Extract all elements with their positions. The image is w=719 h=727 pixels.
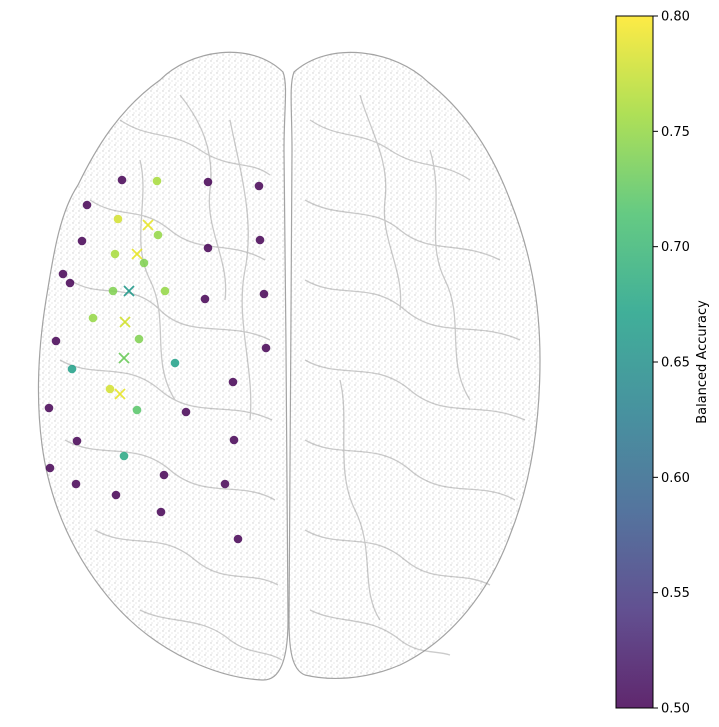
electrode-dot bbox=[203, 177, 213, 187]
colorbar-tick-label: 0.75 bbox=[661, 125, 690, 140]
colorbar-ticks: 0.50 0.55 0.60 0.65 0.70 0.75 0.80 bbox=[653, 10, 690, 717]
electrode-dot bbox=[58, 269, 68, 279]
electrode-cross bbox=[142, 219, 154, 231]
gyri-folds bbox=[59, 94, 526, 661]
electrode-dot bbox=[119, 451, 129, 461]
electrode-dot bbox=[111, 490, 121, 500]
electrode-dot bbox=[233, 534, 243, 544]
colorbar-label: Balanced Accuracy bbox=[695, 300, 710, 424]
electrode-dot bbox=[259, 289, 269, 299]
electrode-cross bbox=[119, 316, 131, 328]
electrode-dot bbox=[255, 235, 265, 245]
electrode-dot bbox=[200, 294, 210, 304]
electrode-dot bbox=[72, 436, 82, 446]
colorbar-tick-label: 0.50 bbox=[661, 702, 690, 717]
electrode-dot bbox=[220, 479, 230, 489]
brain-surface bbox=[37, 51, 541, 681]
colorbar-gradient bbox=[616, 16, 653, 708]
electrode-dot bbox=[156, 507, 166, 517]
electrode-dot bbox=[152, 176, 162, 186]
electrode-dot bbox=[132, 405, 142, 415]
electrode-dot bbox=[261, 343, 271, 353]
left-hemisphere bbox=[37, 51, 289, 681]
electrode-dot bbox=[67, 364, 77, 374]
colorbar-tick-label: 0.80 bbox=[661, 10, 690, 25]
electrode-dot bbox=[113, 214, 123, 224]
electrode-cross bbox=[131, 248, 143, 260]
electrode-dot bbox=[44, 403, 54, 413]
colorbar: 0.50 0.55 0.60 0.65 0.70 0.75 0.80 Balanced Ac… bbox=[615, 10, 710, 717]
electrode-dot bbox=[108, 286, 118, 296]
electrode-cross bbox=[114, 388, 126, 400]
colorbar-tick-label: 0.65 bbox=[661, 356, 690, 371]
electrode-markers bbox=[44, 175, 271, 544]
electrode-dot bbox=[105, 384, 115, 394]
electrode-dot bbox=[228, 377, 238, 387]
electrode-dot bbox=[45, 463, 55, 473]
electrode-dot bbox=[160, 286, 170, 296]
electrode-dot bbox=[82, 200, 92, 210]
right-hemisphere bbox=[288, 51, 541, 679]
electrode-dot bbox=[254, 181, 264, 191]
electrode-dot bbox=[203, 243, 213, 253]
electrode-dot bbox=[229, 435, 239, 445]
electrode-dot bbox=[139, 258, 149, 268]
electrode-cross bbox=[118, 352, 130, 364]
electrode-cross bbox=[123, 285, 135, 297]
electrode-dot bbox=[77, 236, 87, 246]
electrode-dot bbox=[51, 336, 61, 346]
colorbar-tick-label: 0.70 bbox=[661, 240, 690, 255]
electrode-dot bbox=[159, 470, 169, 480]
colorbar-tick-label: 0.60 bbox=[661, 471, 690, 486]
colorbar-tick-label: 0.55 bbox=[661, 586, 690, 601]
electrode-dot bbox=[65, 278, 75, 288]
electrode-dot bbox=[110, 249, 120, 259]
electrode-dot bbox=[71, 479, 81, 489]
electrode-dot bbox=[117, 175, 127, 185]
electrode-dot bbox=[88, 313, 98, 323]
electrode-dot bbox=[170, 358, 180, 368]
electrode-dot bbox=[134, 334, 144, 344]
electrode-dot bbox=[153, 230, 163, 240]
electrode-dot bbox=[181, 407, 191, 417]
